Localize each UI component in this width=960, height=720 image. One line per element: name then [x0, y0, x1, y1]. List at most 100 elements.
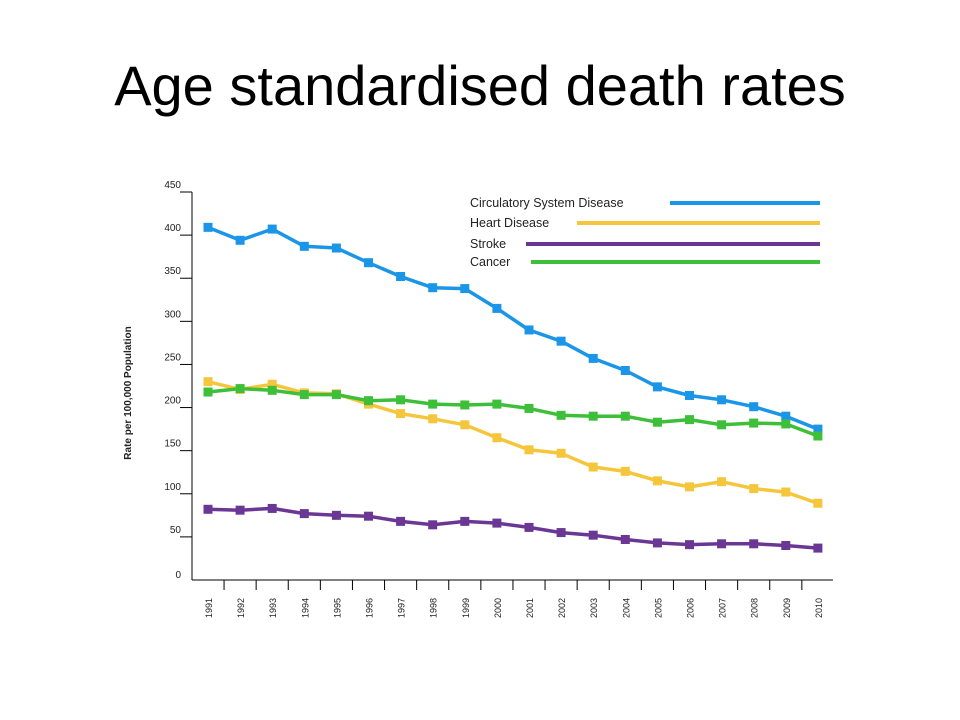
- y-tick-label: 300: [164, 309, 181, 320]
- data-point-marker: [299, 509, 309, 519]
- data-point-marker: [428, 399, 438, 409]
- data-point-marker: [717, 477, 727, 487]
- legend-label: Circulatory System Disease: [470, 196, 624, 210]
- data-point-marker: [396, 271, 406, 281]
- x-tick-label: 1991: [204, 598, 214, 618]
- y-tick-label: 50: [170, 525, 182, 536]
- data-point-marker: [588, 462, 598, 472]
- data-point-marker: [460, 400, 470, 410]
- x-tick-label: 2000: [493, 598, 503, 618]
- data-point-marker: [524, 403, 534, 413]
- data-point-marker: [299, 241, 309, 251]
- series-markers: [203, 222, 823, 553]
- data-point-marker: [620, 365, 630, 375]
- data-point-marker: [235, 235, 245, 245]
- data-point-marker: [749, 418, 759, 428]
- y-tick-label: 400: [164, 223, 181, 234]
- series-line: [207, 386, 819, 438]
- data-point-marker: [203, 504, 213, 514]
- data-point-marker: [620, 466, 630, 476]
- x-tick-label: 2006: [686, 598, 696, 618]
- x-tick-label: 1993: [268, 598, 278, 618]
- data-point-marker: [717, 395, 727, 405]
- data-point-marker: [652, 417, 662, 427]
- data-point-marker: [267, 385, 277, 395]
- data-point-marker: [460, 516, 470, 526]
- data-point-marker: [428, 414, 438, 424]
- x-tick-label: 1997: [397, 598, 407, 618]
- legend-label: Heart Disease: [470, 216, 549, 230]
- data-point-marker: [396, 516, 406, 526]
- data-point-marker: [460, 420, 470, 430]
- series-line: [207, 506, 819, 550]
- x-tick-label: 2007: [718, 598, 728, 618]
- data-point-marker: [492, 518, 502, 528]
- x-tick-label: 2009: [782, 598, 792, 618]
- data-point-marker: [685, 415, 694, 425]
- data-point-marker: [331, 243, 341, 253]
- data-point-marker: [588, 411, 598, 421]
- y-tick-label: 200: [164, 396, 181, 407]
- y-tick-label: 450: [164, 180, 181, 191]
- data-point-marker: [620, 534, 630, 544]
- data-point-marker: [492, 399, 502, 409]
- data-point-marker: [203, 222, 213, 232]
- data-point-marker: [299, 390, 309, 400]
- data-point-marker: [524, 325, 534, 335]
- x-tick-label: 2003: [589, 598, 599, 618]
- x-tick-label: 1992: [236, 598, 246, 618]
- data-point-marker: [749, 539, 759, 549]
- data-point-marker: [364, 511, 373, 521]
- chart-legend: Circulatory System Disease Heart Disease S…: [470, 196, 820, 269]
- data-point-marker: [685, 390, 694, 400]
- data-point-marker: [781, 541, 791, 551]
- data-point-marker: [267, 379, 277, 389]
- data-point-marker: [364, 396, 373, 406]
- data-point-marker: [460, 284, 470, 294]
- data-point-marker: [749, 484, 759, 494]
- data-point-marker: [364, 258, 373, 268]
- data-point-marker: [556, 336, 566, 346]
- legend-label: Cancer: [470, 255, 510, 269]
- data-point-marker: [813, 424, 823, 434]
- data-point-marker: [813, 431, 823, 441]
- data-point-marker: [781, 419, 791, 429]
- data-point-marker: [749, 402, 759, 412]
- series-line: [207, 225, 819, 431]
- data-point-marker: [685, 482, 694, 492]
- data-point-marker: [331, 390, 341, 400]
- data-point-marker: [331, 510, 341, 520]
- data-point-marker: [524, 522, 534, 532]
- data-point-marker: [235, 505, 245, 515]
- data-point-marker: [492, 303, 502, 313]
- x-tick-label: 1999: [461, 598, 471, 618]
- x-tick-label: 2001: [525, 598, 535, 618]
- y-tick-label: 250: [164, 352, 181, 363]
- y-tick-label: 100: [164, 482, 181, 493]
- data-point-marker: [556, 410, 566, 420]
- data-point-marker: [652, 538, 662, 548]
- data-point-marker: [396, 395, 406, 405]
- data-point-marker: [428, 520, 438, 530]
- x-tick-label: 1996: [365, 598, 375, 618]
- y-tick-label: 350: [164, 266, 181, 277]
- data-point-marker: [556, 528, 566, 538]
- data-point-marker: [588, 353, 598, 363]
- x-tick-label: 1995: [332, 598, 342, 618]
- data-point-marker: [620, 411, 630, 421]
- y-axis-label-group: Rate per 100,000 Population: [123, 326, 134, 459]
- data-point-marker: [717, 539, 727, 549]
- data-point-marker: [781, 411, 791, 421]
- data-point-marker: [652, 476, 662, 486]
- x-tick-label: 2004: [621, 598, 631, 618]
- data-point-marker: [781, 487, 791, 497]
- data-point-marker: [685, 540, 694, 550]
- data-point-marker: [652, 382, 662, 392]
- data-point-marker: [717, 420, 727, 430]
- x-tick-label: 1994: [300, 598, 310, 618]
- legend-label: Stroke: [470, 237, 506, 251]
- x-tick-label: 2005: [653, 598, 663, 618]
- data-point-marker: [203, 377, 213, 387]
- x-tick-label: 2010: [814, 598, 824, 618]
